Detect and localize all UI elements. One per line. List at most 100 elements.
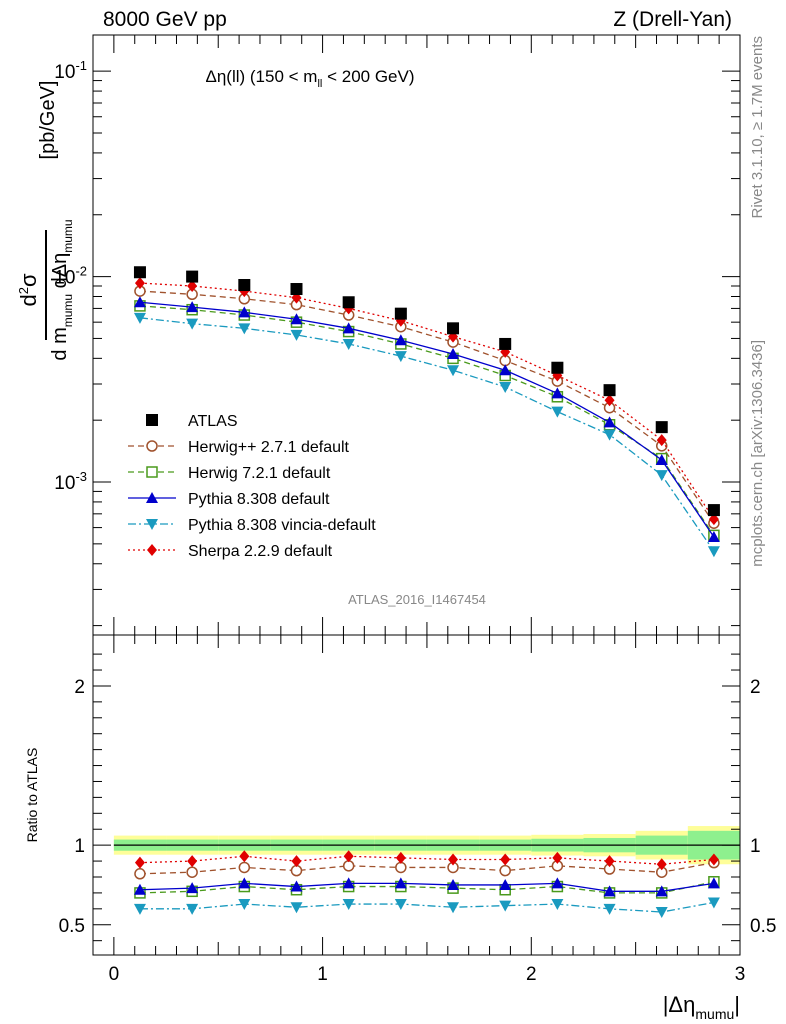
legend-marker [146, 492, 158, 503]
main-data-point [187, 279, 198, 292]
main-data-point [238, 306, 251, 318]
main-data-point [603, 384, 616, 397]
main-data-point [551, 361, 564, 374]
legend-label: Herwig 7.2.1 default [188, 465, 331, 482]
main-data-point [447, 347, 460, 359]
main-series-line [139, 305, 715, 536]
ratio-data-point [708, 853, 719, 866]
ratio-ytick-label: 1 [74, 836, 85, 857]
ratio-data-point [186, 903, 199, 915]
main-data-point [499, 337, 512, 350]
ratio-data-point [394, 877, 407, 889]
main-data-point [342, 338, 355, 350]
legend-label: Sherpa 2.2.9 default [188, 543, 333, 560]
ratio-series-pythia-8-308-vincia-default [133, 897, 720, 919]
ratio-data-point [290, 880, 303, 892]
ratio-data-point [238, 877, 251, 889]
ratio-data-point [499, 900, 512, 912]
main-series-pythia-8-308-default [133, 296, 720, 542]
main-data-point [655, 453, 668, 465]
main-title: Δη(ll) (150 < mll < 200 GeV) [205, 67, 414, 90]
main-series-line [139, 282, 715, 520]
ratio-data-point [133, 883, 146, 895]
ratio-data-point [394, 899, 407, 911]
ratio-data-point [603, 903, 616, 915]
ratio-data-point [238, 899, 251, 911]
ratio-data-point [186, 866, 198, 878]
main-data-point [290, 283, 303, 296]
main-ytick-label: 10-3 [54, 469, 87, 494]
ratio-ytick-label-right: 2 [750, 677, 761, 698]
ratio-band-layer [113, 826, 740, 865]
ratio-data-point [342, 860, 355, 872]
ratio-series-layer [133, 850, 720, 919]
main-data-point [707, 530, 720, 542]
ratio-data-point [186, 882, 199, 894]
ratio-data-point [655, 885, 668, 897]
legend-label: ATLAS [188, 413, 238, 430]
main-data-point [186, 301, 199, 313]
main-data-point [133, 266, 146, 279]
legend-entry: ATLAS [146, 413, 238, 430]
ratio-data-point [187, 855, 198, 868]
main-series-line [139, 301, 715, 538]
ratio-panel: 0.5 0.51 12 20 1 2 3 Ratio to ATLAS |Δηmumu| [24, 634, 776, 1022]
main-data-point [707, 504, 720, 517]
xtick-label: 1 [317, 964, 328, 985]
header-right: Z (Drell-Yan) [613, 8, 732, 31]
watermark: ATLAS_2016_I1467454 [348, 592, 486, 607]
ratio-data-point [290, 902, 303, 914]
ratio-data-point [500, 853, 511, 866]
main-data-point [447, 322, 460, 335]
main-series-line [139, 317, 715, 552]
main-ytick-label: 10-1 [54, 58, 87, 83]
ratio-data-point [499, 878, 512, 890]
main-data-point [342, 296, 355, 309]
main-data-point [655, 421, 668, 434]
ratio-data-point [290, 864, 303, 877]
main-data-point [499, 364, 512, 376]
ratio-axis-layer: 0.5 0.5 1 1 2 2 0 1 2 3 [59, 635, 776, 985]
mcplots-label: mcplots.cern.ch [arXiv:1306.3436] [749, 340, 766, 567]
ratio-series-herwig-2-7-1-default [134, 856, 720, 880]
main-data-point [238, 279, 251, 292]
main-data-point [133, 312, 146, 324]
main-data-point [551, 406, 564, 418]
legend-marker [146, 519, 158, 530]
ratio-data-point [707, 877, 720, 889]
main-axis-layer: 10-3 10-2 10-1 [54, 35, 741, 635]
main-data-point [238, 323, 251, 335]
ratio-data-point [395, 851, 406, 864]
ratio-frame [92, 634, 741, 956]
main-panel: 10-3 10-2 10-1 Δη(ll) (150 < mll < 200 GeV… [16, 34, 741, 636]
legend-entry: Herwig 7.2.1 default [128, 465, 331, 482]
main-data-point [603, 429, 616, 441]
ratio-data-point [133, 903, 146, 915]
ratio-data-point [603, 885, 616, 897]
ylabel-unit: [pb/GeV] [37, 81, 59, 160]
main-data-point [655, 470, 668, 482]
ratio-series-line [139, 881, 715, 894]
ratio-data-point [447, 902, 460, 914]
ratio-ytick-label-right: 1 [750, 836, 761, 857]
ratio-ytick-label-right: 0.5 [750, 916, 776, 937]
ratio-series-sherpa-2-2-9-default [134, 850, 719, 871]
main-data-point [394, 351, 407, 363]
legend-entry: Herwig++ 2.7.1 default [128, 439, 350, 456]
main-series-layer [133, 266, 720, 558]
ratio-data-point [238, 861, 251, 874]
ratio-series-pythia-8-308-default [133, 877, 720, 897]
ratio-data-point [291, 855, 302, 868]
ratio-data-point [342, 899, 355, 911]
ratio-data-point [604, 855, 615, 868]
main-data-point [290, 329, 303, 341]
ratio-data-point [134, 856, 145, 869]
xtick-label: 0 [109, 964, 120, 985]
legend-label: Pythia 8.308 vincia-default [188, 517, 376, 534]
ratio-series-line [139, 862, 715, 875]
legend-entry: Pythia 8.308 vincia-default [128, 517, 376, 534]
main-data-point [394, 307, 407, 320]
legend-entry: Sherpa 2.2.9 default [128, 543, 333, 560]
